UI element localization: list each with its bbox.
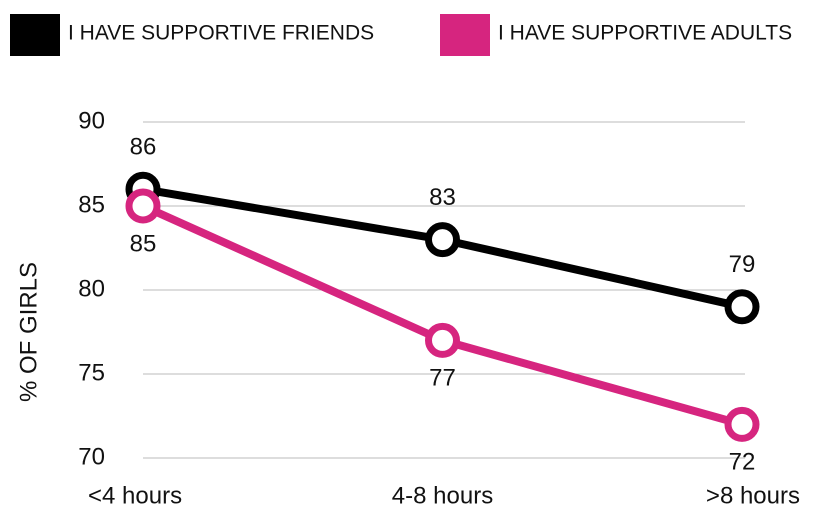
y-tick-label: 90 [78,107,105,134]
data-label: 86 [130,134,157,161]
y-tick-label: 85 [78,191,105,218]
data-label: 83 [429,184,456,211]
point-marker [724,289,760,325]
x-tick-label: <4 hours [88,482,182,509]
legend-text: I HAVE SUPPORTIVE ADULTS [498,22,792,45]
y-tick-label: 75 [78,359,105,386]
point-marker [724,406,760,442]
y-axis-label: % OF GIRLS [15,262,42,402]
legend-swatch [440,14,490,56]
data-label: 72 [729,449,756,476]
y-tick-label: 70 [78,443,105,470]
x-tick-label: >8 hours [706,482,800,509]
legend-text: I HAVE SUPPORTIVE FRIENDS [68,22,374,45]
point-marker [125,188,161,224]
legend-swatch [10,14,60,56]
y-tick-label: 80 [78,275,105,302]
point-marker [425,222,460,258]
data-label: 79 [729,251,756,278]
x-tick-label: 4-8 hours [392,482,493,509]
point-marker [425,322,460,358]
data-label: 77 [429,365,456,392]
data-label: 85 [130,230,157,257]
